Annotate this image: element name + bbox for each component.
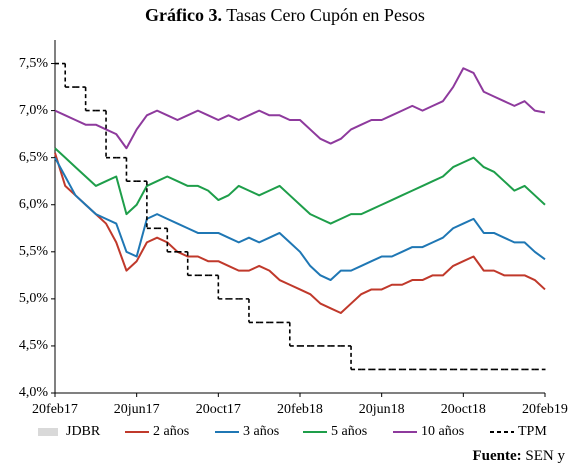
title-label: Gráfico 3. [145,5,222,25]
y-tick-label: 6,5% [19,150,49,165]
x-tick-label: 20jun17 [114,402,160,417]
chart-title: Gráfico 3. Tasas Cero Cupón en Pesos [145,5,425,25]
y-tick-label: 5,5% [19,244,49,259]
legend-label: 10 años [421,424,464,439]
y-tick-label: 4,5% [19,338,49,353]
y-tick-label: 7,0% [19,103,49,118]
x-tick-label: 20feb17 [32,402,78,417]
series-line [54,67,546,150]
legend-label: 3 años [243,424,279,439]
legend-label: TPM [518,424,547,439]
legend-label: JDBR [66,424,101,439]
title-text: Tasas Cero Cupón en Pesos [226,5,425,25]
legend-label: 5 años [331,424,367,439]
legend-label: 2 años [153,424,189,439]
y-tick-label: 5,0% [19,291,49,306]
source-text: SEN y [525,448,565,464]
series-line [54,157,546,282]
x-tick-label: 20feb19 [522,402,568,417]
series-line [54,147,546,225]
series-line [54,152,546,314]
y-tick-label: 6,0% [19,197,49,212]
x-tick-label: 20oct18 [441,402,486,417]
x-tick-label: 20feb18 [277,402,323,417]
source: Fuente: SEN y [473,448,566,464]
x-tick-label: 20jun18 [359,402,405,417]
y-tick-label: 7,5% [19,56,49,71]
y-tick-label: 4,0% [19,385,49,400]
legend-swatch [38,428,58,436]
x-tick-label: 20oct17 [196,402,241,417]
source-label: Fuente: [473,448,522,464]
